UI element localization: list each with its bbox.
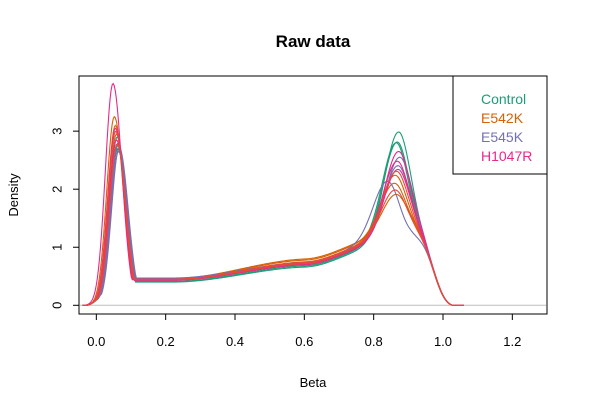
legend: Control E542K E545K H1047R [452,75,548,175]
y-tick-label: 3 [50,128,65,135]
legend-entry-h1047r: H1047R [481,148,532,164]
legend-box [452,75,548,175]
x-tick-label: 0.4 [226,334,244,349]
x-axis: 0.0 0.2 0.4 0.6 0.8 1.0 1.2 [87,313,521,349]
legend-entry-control: Control [481,91,526,107]
y-tick-label: 0 [50,302,65,309]
x-tick-label: 0.2 [157,334,175,349]
x-tick-label: 0.0 [87,334,105,349]
density-curve-1 [82,131,464,306]
legend-entry-e545k: E545K [481,129,524,145]
x-tick-label: 0.6 [295,334,313,349]
chart-title: Raw data [276,32,351,51]
density-series [82,82,464,306]
density-curve-14 [82,143,464,306]
y-axis: 0 1 2 3 [50,128,79,309]
density-curve-12 [82,138,464,306]
density-curve-10 [82,82,464,306]
density-curve-2 [82,141,464,306]
x-tick-label: 1.2 [503,334,521,349]
y-axis-label: Density [6,173,21,217]
x-tick-label: 0.8 [365,334,383,349]
y-tick-label: 2 [50,186,65,193]
legend-entry-e542k: E542K [481,110,524,126]
density-curve-4 [82,115,464,306]
density-curve-13 [82,130,464,306]
x-tick-label: 1.0 [434,334,452,349]
y-tick-label: 1 [50,244,65,251]
x-axis-label: Beta [300,375,328,390]
